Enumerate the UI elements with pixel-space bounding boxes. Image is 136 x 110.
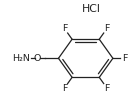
Text: F: F [62, 24, 67, 33]
Text: F: F [104, 24, 110, 33]
Text: F: F [122, 54, 128, 63]
Text: HCl: HCl [82, 4, 101, 14]
Text: H₂N: H₂N [13, 54, 30, 63]
Text: O: O [34, 54, 41, 63]
Text: F: F [62, 84, 67, 93]
Text: F: F [104, 84, 109, 93]
